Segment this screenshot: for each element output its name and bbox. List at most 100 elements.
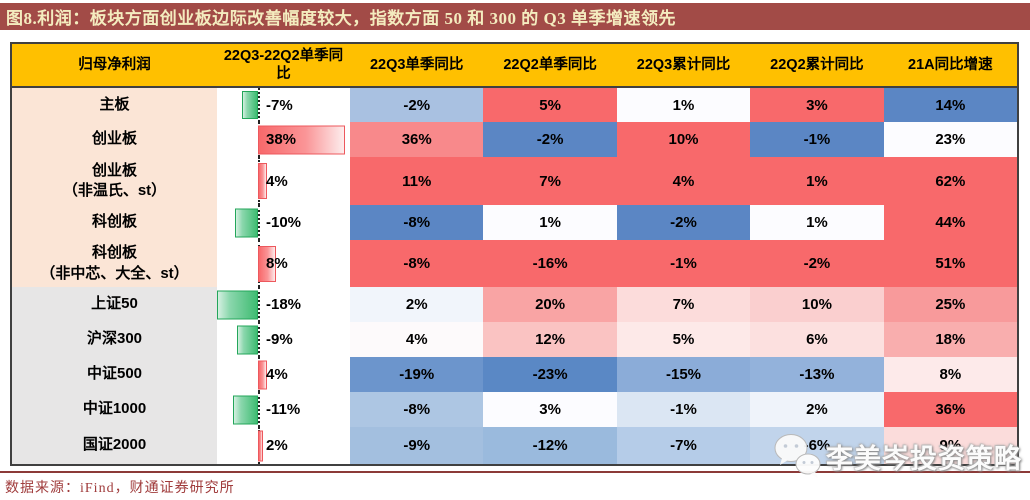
value-cell: 18% xyxy=(883,322,1018,357)
value-cell: -13% xyxy=(750,357,884,392)
databar xyxy=(232,395,258,424)
row-label: 科创板 xyxy=(12,205,217,240)
footer-divider xyxy=(0,471,1030,473)
value-cell: 44% xyxy=(883,205,1018,240)
profit-table: 归母净利润 22Q3-22Q2单季同比 22Q3单季同比 22Q2单季同比 22Q3累计… xyxy=(10,42,1019,466)
value-cell: -2% xyxy=(483,122,617,157)
value-cell: 62% xyxy=(883,157,1018,205)
value-cell: -8% xyxy=(350,205,484,240)
databar xyxy=(216,290,258,319)
value-cell: 9% xyxy=(883,427,1018,464)
databar-value-label: 4% xyxy=(266,172,288,190)
value-cell: -12% xyxy=(483,427,617,464)
value-cell: 4% xyxy=(350,322,484,357)
value-cell: 25% xyxy=(883,287,1018,322)
row-label: 创业板 （非温氏、st） xyxy=(12,157,217,205)
table-row: 科创板 -10% -8% 1% -2% 1% 44% xyxy=(12,205,1018,240)
header-cell: 21A同比增速 xyxy=(908,56,993,73)
row-label: 科创板 （非中芯、大全、st） xyxy=(12,240,217,287)
databar xyxy=(258,430,263,461)
databar-cell: -9% xyxy=(217,322,350,357)
value-cell: 7% xyxy=(616,287,751,322)
databar-cell: 8% xyxy=(217,240,350,287)
value-cell: 10% xyxy=(750,287,884,322)
row-label: 主板 xyxy=(12,88,217,122)
databar-value-label: -7% xyxy=(266,96,293,114)
value-cell: 11% xyxy=(350,157,484,205)
databar xyxy=(258,360,268,389)
databar-value-label: -18% xyxy=(266,296,302,313)
value-cell: -23% xyxy=(483,357,617,392)
value-cell: 3% xyxy=(483,392,617,427)
databar xyxy=(258,163,268,199)
databar-axis xyxy=(258,205,260,240)
value-cell: -9% xyxy=(350,427,484,464)
table-header-row: 归母净利润 22Q3-22Q2单季同比 22Q3单季同比 22Q2单季同比 22Q3累计… xyxy=(12,44,1017,88)
value-cell: -16% xyxy=(483,240,617,287)
value-cell: -7% xyxy=(616,427,751,464)
value-cell: 3% xyxy=(750,88,884,122)
value-cell: 7% xyxy=(483,157,617,205)
value-cell: 6% xyxy=(750,322,884,357)
table-row: 中证500 4% -19% -23% -15% -13% 8% xyxy=(12,357,1018,392)
databar-cell: 2% xyxy=(217,427,350,464)
header-cell: 22Q3累计同比 xyxy=(636,56,731,73)
value-cell: -15% xyxy=(616,357,751,392)
value-cell: 36% xyxy=(350,122,484,157)
value-cell: -19% xyxy=(350,357,484,392)
value-cell: 20% xyxy=(483,287,617,322)
databar-axis xyxy=(258,287,260,322)
value-cell: -8% xyxy=(350,240,484,287)
databar-value-label: 38% xyxy=(266,131,297,148)
value-cell: 5% xyxy=(616,322,751,357)
value-cell: -2% xyxy=(750,240,884,287)
row-label: 国证2000 xyxy=(12,427,217,464)
value-cell: -2% xyxy=(350,88,484,122)
databar xyxy=(237,325,258,354)
figure-title-bar: 图8.利润：板块方面创业板边际改善幅度较大，指数方面 50 和 300 的 Q3… xyxy=(0,3,1030,30)
value-cell: 12% xyxy=(483,322,617,357)
figure-title: 图8.利润：板块方面创业板边际改善幅度较大，指数方面 50 和 300 的 Q3… xyxy=(6,9,676,28)
databar-cell: -11% xyxy=(217,392,350,427)
table-row: 沪深300 -9% 4% 12% 5% 6% 18% xyxy=(12,322,1018,357)
value-cell: -1% xyxy=(616,240,751,287)
table-row: 主板 -7% -2% 5% 1% 3% 14% xyxy=(12,88,1018,122)
value-cell: 36% xyxy=(883,392,1018,427)
databar-axis xyxy=(258,322,260,357)
databar-cell: -7% xyxy=(217,88,350,122)
value-cell: 2% xyxy=(350,287,484,322)
table-body: 主板 -7% -2% 5% 1% 3% 14% 创业板 38% 36% -2% 10% -1% 23% 创业… xyxy=(12,88,1018,464)
value-cell: -8% xyxy=(350,392,484,427)
databar xyxy=(258,245,277,282)
table-row: 科创板 （非中芯、大全、st） 8% -8% -16% -1% -2% 51% xyxy=(12,240,1018,287)
databar-cell: -10% xyxy=(217,205,350,240)
row-label: 中证500 xyxy=(12,357,217,392)
value-cell: 10% xyxy=(616,122,751,157)
databar-cell: 4% xyxy=(217,357,350,392)
databar-value-label: 8% xyxy=(266,255,288,272)
value-cell: 4% xyxy=(616,157,751,205)
table-row: 中证1000 -11% -8% 3% -1% 2% 36% xyxy=(12,392,1018,427)
value-cell: 14% xyxy=(883,88,1018,122)
value-cell: 2% xyxy=(750,392,884,427)
databar-value-label: 2% xyxy=(266,437,288,454)
databar-value-label: 4% xyxy=(266,366,288,383)
value-cell: 51% xyxy=(883,240,1018,287)
row-label: 沪深300 xyxy=(12,322,217,357)
table-row: 创业板 38% 36% -2% 10% -1% 23% xyxy=(12,122,1018,157)
databar xyxy=(235,208,258,237)
databar-value-label: -10% xyxy=(266,214,302,231)
databar-axis xyxy=(258,88,260,122)
databar-cell: 38% xyxy=(217,122,350,157)
value-cell: 1% xyxy=(750,205,884,240)
value-cell: 1% xyxy=(616,88,751,122)
value-cell: 5% xyxy=(483,88,617,122)
value-cell: 1% xyxy=(750,157,884,205)
databar-cell: -18% xyxy=(216,287,350,322)
row-label: 创业板 xyxy=(12,122,217,157)
databar xyxy=(241,91,258,119)
data-source-note: 数据来源：iFind，财通证券研究所 xyxy=(5,481,235,496)
row-label: 中证1000 xyxy=(12,392,217,427)
row-label: 上证50 xyxy=(12,287,217,322)
